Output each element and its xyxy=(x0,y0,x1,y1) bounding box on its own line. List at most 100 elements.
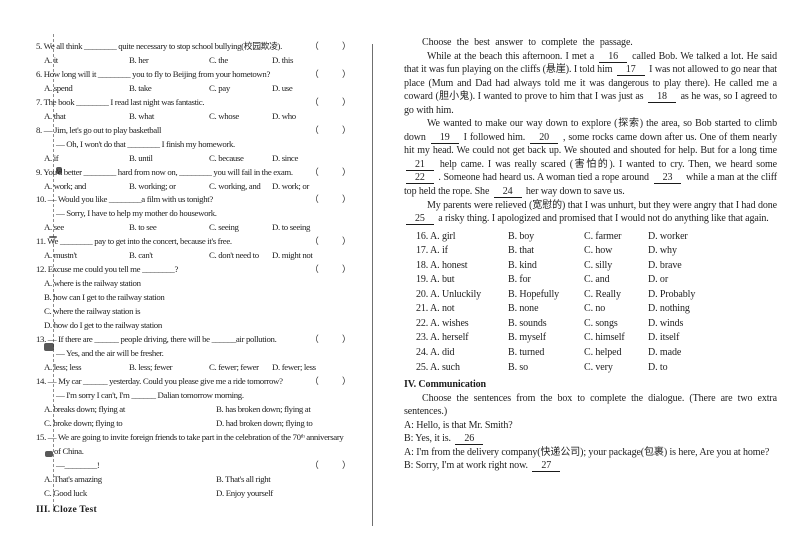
option-row: A. That's amazing B. That's all right xyxy=(36,473,368,487)
option-row: A. where is the railway station xyxy=(36,277,368,291)
option: B. working; or xyxy=(129,180,176,191)
option-row: D. how do I get to the railway station xyxy=(36,319,368,333)
cloze-instruction: Choose the best answer to complete the p… xyxy=(422,37,633,48)
option-row: C. where the railway station is xyxy=(36,305,368,319)
question-line: 14. — My car ______ yesterday. Could you… xyxy=(36,375,368,389)
cloze-option: D. itself xyxy=(648,332,680,344)
passage-text: I was not allowed to go near that place … xyxy=(404,64,777,103)
answer-blank-26: 26 xyxy=(455,433,484,446)
question-line: 13. — If there are ______ people driving… xyxy=(36,333,368,347)
question-line: 11. We ________ pay to get into the conc… xyxy=(36,235,368,249)
passage-text: My parents were relieved (宽慰的) that I wa… xyxy=(427,199,777,211)
answer-bracket-open: （ xyxy=(310,41,319,51)
question-line: — Yes, and the air will be fresher. xyxy=(36,347,368,361)
option: D. fewer; less xyxy=(272,361,316,372)
cloze-option: 16. A. girl xyxy=(416,230,456,242)
question-text: 5. We all think ________ quite necessary… xyxy=(36,41,282,51)
question-line: 7. The book ________ I read last night w… xyxy=(36,96,368,110)
cloze-option: B. for xyxy=(508,274,531,286)
option-row: C. broke down; flying to D. had broken do… xyxy=(36,417,368,431)
scan-artifact xyxy=(45,451,53,457)
cloze-option: D. made xyxy=(648,347,682,359)
question-line: — I'm sorry I can't, I'm ______ Dalian t… xyxy=(36,389,368,403)
dialogue-line: A: I'm from the delivery company(快递公司); … xyxy=(404,446,777,460)
answer-blank-22: 22 xyxy=(406,172,434,185)
passage-text: as he was, so I agreed to go with him. xyxy=(404,91,777,116)
cloze-option: C. himself xyxy=(584,332,625,344)
scan-artifact xyxy=(44,343,54,351)
question-text: of China. xyxy=(54,445,84,456)
passage-text: I followed him. xyxy=(460,131,529,143)
option: C. fewer; fewer xyxy=(209,361,259,372)
question-line: — Oh, I won't do that ________ I finish … xyxy=(36,138,368,152)
answer-bracket-open: （ xyxy=(310,375,319,386)
passage-text: a risky thing. I apologized and promised… xyxy=(435,213,769,225)
question-text: 12. Excuse me could you tell me ________… xyxy=(36,264,179,275)
question-line: — Sorry, I have to help my mother do hou… xyxy=(36,207,368,221)
question-line: —________! （ ） xyxy=(36,459,368,473)
option: C. where the railway station is xyxy=(44,306,141,317)
option: B. until xyxy=(129,152,153,163)
option: C. seeing xyxy=(209,222,239,233)
column-divider-line xyxy=(372,44,373,526)
option-row: A. breaks down; flying at B. has broken d… xyxy=(36,403,368,417)
question-text: 9. You'd better ________ hard from now o… xyxy=(36,166,293,177)
question-text: — I'm sorry I can't, I'm ______ Dalian t… xyxy=(56,389,244,400)
question-line: 6. How long will it ________ you to fly … xyxy=(36,68,368,82)
cloze-option: 24. A. did xyxy=(416,347,455,359)
question-line: 15. — We are going to invite foreign fri… xyxy=(36,431,368,445)
section-3-heading: III. Cloze Test xyxy=(36,504,97,516)
cloze-option: 20. A. Unluckily xyxy=(416,288,482,300)
scan-artifact xyxy=(56,167,62,174)
passage-text: While at the beach this afternoon. I met… xyxy=(427,50,598,62)
option: D. this xyxy=(272,54,294,65)
option: D. who xyxy=(272,110,296,121)
cloze-option: D. brave xyxy=(648,259,682,271)
answer-blank-21: 21 xyxy=(406,158,434,171)
left-column: 5. We all think ________ quite necessary… xyxy=(36,40,368,517)
option: B. That's all right xyxy=(216,473,271,484)
cloze-option: D. winds xyxy=(648,317,684,329)
cloze-option: 22. A. wishes xyxy=(416,317,469,329)
cloze-option: B. none xyxy=(508,303,539,315)
cloze-option: B. turned xyxy=(508,347,545,359)
answer-blank-27: 27 xyxy=(532,460,561,473)
option-row: A. spend B. take C. pay D. use xyxy=(36,82,368,96)
option-row: A. see B. to see C. seeing D. to seeing xyxy=(36,221,368,235)
answer-bracket-open: （ xyxy=(310,96,319,107)
answer-blank-23: 23 xyxy=(653,172,682,185)
dialogue-line: B: Sorry, I'm at work right now. 27 xyxy=(404,459,777,473)
cloze-option: 18. A. honest xyxy=(416,259,468,271)
dialogue-line: A: Hello, is that Mr. Smith? xyxy=(404,419,777,433)
option: B. less; fewer xyxy=(129,361,173,372)
answer-bracket-open: （ xyxy=(310,166,319,177)
option: A. work; and xyxy=(44,180,86,191)
cloze-option: B. myself xyxy=(508,332,546,344)
answer-bracket-open: （ xyxy=(310,334,319,345)
dialogue-text: B: Sorry, I'm at work right now. xyxy=(404,460,531,472)
cloze-option: C. farmer xyxy=(584,230,622,242)
option-row: A. if B. until C. because D. since xyxy=(36,152,368,166)
option: D. might not xyxy=(272,250,313,261)
cloze-option: B. kind xyxy=(508,259,537,271)
option-row: A. less; less B. less; fewer C. fewer; few… xyxy=(36,361,368,375)
answer-bracket-close: ） xyxy=(342,459,351,470)
answer-bracket-close: ） xyxy=(342,41,351,51)
option: B. can't xyxy=(129,250,153,261)
cloze-option: 21. A. not xyxy=(416,303,455,315)
option-row: B. how can I get to the railway station xyxy=(36,291,368,305)
option: A. less; less xyxy=(44,361,82,372)
answer-blank-18: 18 xyxy=(648,91,676,104)
question-text: — Sorry, I have to help my mother do hou… xyxy=(56,208,217,219)
option: B. what xyxy=(129,110,154,121)
answer-blank-25: 25 xyxy=(406,213,434,226)
cloze-option: B. Hopefully xyxy=(508,288,560,300)
answer-bracket-close: ） xyxy=(342,124,351,135)
passage-text: , some rocks came down after us. One of … xyxy=(404,131,778,157)
answer-bracket-open: （ xyxy=(310,124,319,135)
question-text: — Oh, I won't do that ________ I finish … xyxy=(56,138,235,149)
option: D. to seeing xyxy=(272,222,311,233)
cloze-options-grid: 16. A. girl B. boy C. farmer D. worker 17. A… xyxy=(404,230,777,375)
answer-bracket-open: （ xyxy=(310,459,319,470)
